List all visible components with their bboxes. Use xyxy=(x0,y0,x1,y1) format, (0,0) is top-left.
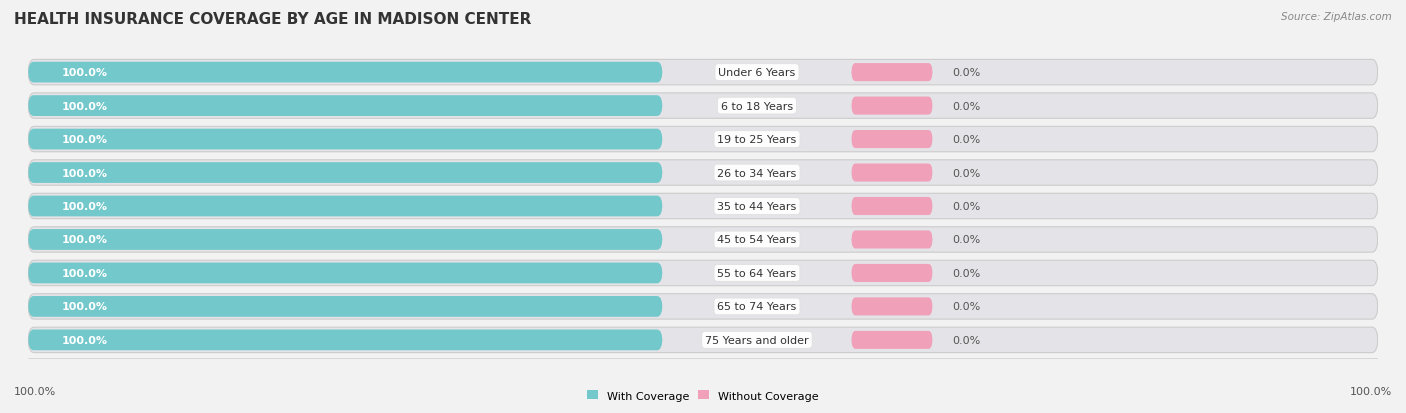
Text: 100.0%: 100.0% xyxy=(62,101,108,112)
Text: 100.0%: 100.0% xyxy=(62,68,108,78)
FancyBboxPatch shape xyxy=(28,163,662,183)
FancyBboxPatch shape xyxy=(28,160,1378,186)
FancyBboxPatch shape xyxy=(28,328,1378,353)
FancyBboxPatch shape xyxy=(28,94,1378,119)
Text: Source: ZipAtlas.com: Source: ZipAtlas.com xyxy=(1281,12,1392,22)
FancyBboxPatch shape xyxy=(852,131,932,149)
FancyBboxPatch shape xyxy=(852,64,932,82)
Text: 0.0%: 0.0% xyxy=(953,301,981,312)
FancyBboxPatch shape xyxy=(852,264,932,282)
FancyBboxPatch shape xyxy=(28,129,662,150)
Text: 100.0%: 100.0% xyxy=(62,268,108,278)
FancyBboxPatch shape xyxy=(28,96,662,117)
Text: 55 to 64 Years: 55 to 64 Years xyxy=(717,268,797,278)
Text: 100.0%: 100.0% xyxy=(14,387,56,396)
Text: 0.0%: 0.0% xyxy=(953,202,981,211)
FancyBboxPatch shape xyxy=(852,164,932,182)
Text: 65 to 74 Years: 65 to 74 Years xyxy=(717,301,797,312)
Text: 0.0%: 0.0% xyxy=(953,335,981,345)
FancyBboxPatch shape xyxy=(28,296,662,317)
Text: 0.0%: 0.0% xyxy=(953,68,981,78)
FancyBboxPatch shape xyxy=(28,330,662,350)
Text: 0.0%: 0.0% xyxy=(953,235,981,245)
FancyBboxPatch shape xyxy=(28,196,662,217)
FancyBboxPatch shape xyxy=(28,261,1378,286)
FancyBboxPatch shape xyxy=(28,194,1378,219)
Text: Under 6 Years: Under 6 Years xyxy=(718,68,796,78)
FancyBboxPatch shape xyxy=(28,60,1378,85)
FancyBboxPatch shape xyxy=(852,97,932,115)
FancyBboxPatch shape xyxy=(852,197,932,216)
FancyBboxPatch shape xyxy=(28,127,1378,152)
Text: 0.0%: 0.0% xyxy=(953,101,981,112)
FancyBboxPatch shape xyxy=(28,230,662,250)
Text: 100.0%: 100.0% xyxy=(62,301,108,312)
Text: 100.0%: 100.0% xyxy=(62,168,108,178)
Text: 100.0%: 100.0% xyxy=(1350,387,1392,396)
Text: 6 to 18 Years: 6 to 18 Years xyxy=(721,101,793,112)
Text: 100.0%: 100.0% xyxy=(62,202,108,211)
Text: 19 to 25 Years: 19 to 25 Years xyxy=(717,135,797,145)
FancyBboxPatch shape xyxy=(28,227,1378,253)
Text: 0.0%: 0.0% xyxy=(953,135,981,145)
Text: 100.0%: 100.0% xyxy=(62,235,108,245)
FancyBboxPatch shape xyxy=(852,231,932,249)
Text: 45 to 54 Years: 45 to 54 Years xyxy=(717,235,797,245)
Text: 100.0%: 100.0% xyxy=(62,135,108,145)
FancyBboxPatch shape xyxy=(28,63,662,83)
FancyBboxPatch shape xyxy=(852,331,932,349)
Text: HEALTH INSURANCE COVERAGE BY AGE IN MADISON CENTER: HEALTH INSURANCE COVERAGE BY AGE IN MADI… xyxy=(14,12,531,27)
Legend: With Coverage, Without Coverage: With Coverage, Without Coverage xyxy=(582,386,824,405)
FancyBboxPatch shape xyxy=(28,294,1378,319)
Text: 100.0%: 100.0% xyxy=(62,335,108,345)
Text: 75 Years and older: 75 Years and older xyxy=(706,335,808,345)
FancyBboxPatch shape xyxy=(28,263,662,284)
Text: 26 to 34 Years: 26 to 34 Years xyxy=(717,168,797,178)
Text: 35 to 44 Years: 35 to 44 Years xyxy=(717,202,797,211)
Text: 0.0%: 0.0% xyxy=(953,168,981,178)
FancyBboxPatch shape xyxy=(852,298,932,316)
Text: 0.0%: 0.0% xyxy=(953,268,981,278)
